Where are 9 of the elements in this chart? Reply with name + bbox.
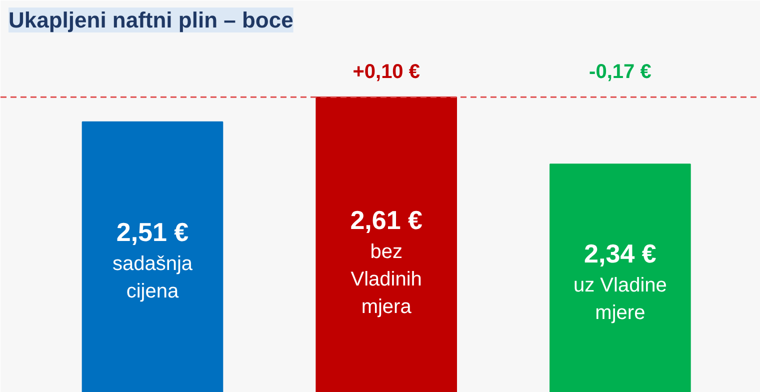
x-tick-label: uz Vladine mjere	[573, 274, 667, 324]
x-tick-label: bez Vladinih mjera	[350, 240, 422, 318]
data-label: 2,34 €	[584, 238, 656, 268]
data-label: 2,51 €	[116, 217, 189, 248]
chart-title: Ukapljeni naftni plin – boce	[8, 8, 294, 32]
annotation: -0,17 €	[589, 61, 652, 84]
x-tick-label: sadašnja cijena	[112, 253, 194, 303]
annotation: +0,10 €	[352, 61, 420, 84]
data-label: 2,61 €	[350, 204, 422, 235]
